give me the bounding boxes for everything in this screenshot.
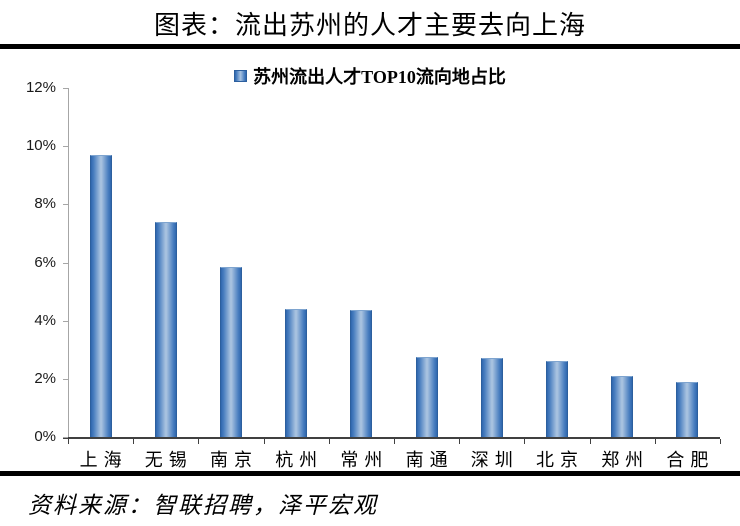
y-axis-tick-label: 0% xyxy=(34,428,56,445)
x-axis-label: 深圳 xyxy=(470,450,519,470)
bar-郑州 xyxy=(611,375,634,437)
bar-深圳 xyxy=(480,358,503,437)
y-axis-tick-label: 4% xyxy=(34,311,56,329)
y-axis-tick xyxy=(63,320,68,322)
bar-北京 xyxy=(546,361,568,437)
x-axis-label: 杭州 xyxy=(275,450,324,470)
bar-无锡 xyxy=(154,221,177,437)
page-title: 图表：流出苏州的人才主要去向上海 xyxy=(153,11,586,40)
x-axis-tick xyxy=(133,439,135,444)
bar-合肥 xyxy=(676,381,699,437)
y-axis-tick-label: 8% xyxy=(34,195,56,213)
y-axis-tick-label: 6% xyxy=(34,253,56,271)
x-axis-tick xyxy=(720,439,721,444)
bar-上海 xyxy=(89,154,112,437)
x-axis-line xyxy=(63,437,720,439)
y-axis-tick xyxy=(63,146,68,148)
x-axis-label: 无锡 xyxy=(144,450,193,470)
y-axis-tick xyxy=(63,88,68,89)
x-axis-label: 南京 xyxy=(210,450,258,470)
x-axis-tick xyxy=(524,439,526,444)
bottom-divider xyxy=(0,471,740,476)
x-axis-label: 上海 xyxy=(79,450,128,470)
x-axis-label: 北京 xyxy=(536,450,584,470)
x-axis-tick xyxy=(263,439,265,444)
x-axis-tick xyxy=(198,439,200,444)
x-axis-tick xyxy=(328,439,330,444)
legend-swatch-icon xyxy=(234,70,248,82)
y-axis-tick-label: 12% xyxy=(25,79,56,96)
chart-legend: 苏州流出人才TOP10流向地占比 xyxy=(0,63,740,89)
y-axis-tick xyxy=(63,378,68,380)
x-axis-tick xyxy=(459,439,461,444)
x-axis-tick xyxy=(394,439,395,444)
x-axis-label: 郑州 xyxy=(601,450,650,470)
x-axis-tick xyxy=(68,439,69,444)
bar-南通 xyxy=(415,357,438,437)
x-axis-label: 常州 xyxy=(340,450,389,470)
legend-label: 苏州流出人才TOP10流向地占比 xyxy=(253,67,506,87)
y-axis-tick xyxy=(63,437,68,438)
x-axis-label: 合肥 xyxy=(666,450,715,470)
bar-南京 xyxy=(220,266,242,437)
y-axis-tick-label: 2% xyxy=(34,369,56,387)
y-axis-tick xyxy=(63,262,68,264)
x-axis-label: 南通 xyxy=(405,450,454,470)
y-axis-line xyxy=(68,88,69,437)
y-axis-tick-label: 10% xyxy=(25,137,56,155)
top-divider xyxy=(0,44,740,49)
y-axis-tick xyxy=(63,204,68,206)
bar-常州 xyxy=(350,310,373,437)
bar-杭州 xyxy=(285,309,308,437)
x-axis-tick xyxy=(654,439,656,444)
x-axis-tick xyxy=(589,439,591,444)
source-note: 资料来源：智联招聘，泽平宏观 xyxy=(28,493,378,518)
